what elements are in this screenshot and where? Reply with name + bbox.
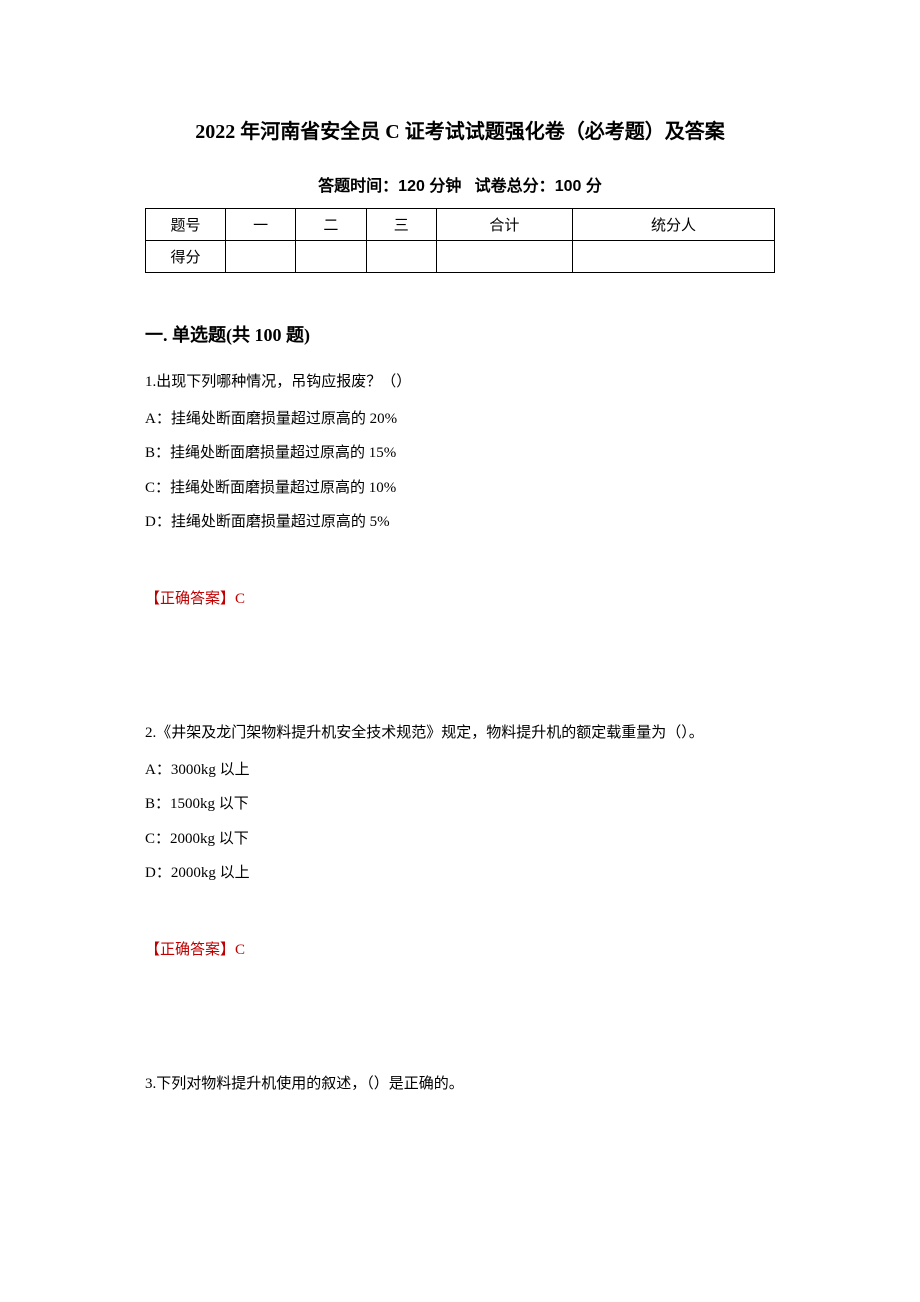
exam-subtitle: 答题时间：120 分钟 试卷总分：100 分 bbox=[145, 172, 775, 196]
table-header-cell: 三 bbox=[366, 209, 436, 241]
table-header-cell: 合计 bbox=[436, 209, 572, 241]
score-label: 试卷总分： bbox=[475, 178, 555, 195]
time-label: 答题时间： bbox=[318, 178, 398, 195]
table-empty-cell bbox=[226, 241, 296, 273]
table-header-cell: 题号 bbox=[146, 209, 226, 241]
table-header-cell: 一 bbox=[226, 209, 296, 241]
answer-line: 【正确答案】C bbox=[145, 582, 775, 617]
score-value: 100 分 bbox=[555, 178, 602, 195]
question-text: 2.《井架及龙门架物料提升机安全技术规范》规定，物料提升机的额定载重量为（）。 bbox=[145, 716, 775, 751]
table-header-row: 题号 一 二 三 合计 统分人 bbox=[146, 209, 775, 241]
answer-value: C bbox=[235, 942, 245, 958]
option-a: A：3000kg 以上 bbox=[145, 753, 775, 788]
answer-value: C bbox=[235, 591, 245, 607]
option-b: B：挂绳处断面磨损量超过原高的 15% bbox=[145, 436, 775, 471]
question-block: 1.出现下列哪种情况，吊钩应报废？（） A：挂绳处断面磨损量超过原高的 20% … bbox=[145, 365, 775, 616]
question-text: 1.出现下列哪种情况，吊钩应报废？（） bbox=[145, 365, 775, 400]
question-block: 3.下列对物料提升机使用的叙述，（）是正确的。 bbox=[145, 1067, 775, 1102]
option-a: A：挂绳处断面磨损量超过原高的 20% bbox=[145, 402, 775, 437]
option-b: B：1500kg 以下 bbox=[145, 787, 775, 822]
table-header-cell: 二 bbox=[296, 209, 366, 241]
table-empty-cell bbox=[436, 241, 572, 273]
option-c: C：挂绳处断面磨损量超过原高的 10% bbox=[145, 471, 775, 506]
option-d: D：挂绳处断面磨损量超过原高的 5% bbox=[145, 505, 775, 540]
option-d: D：2000kg 以上 bbox=[145, 856, 775, 891]
answer-line: 【正确答案】C bbox=[145, 933, 775, 968]
table-empty-cell bbox=[572, 241, 774, 273]
table-header-cell: 统分人 bbox=[572, 209, 774, 241]
table-score-row: 得分 bbox=[146, 241, 775, 273]
exam-title: 2022 年河南省安全员 C 证考试试题强化卷（必考题）及答案 bbox=[145, 115, 775, 144]
score-table: 题号 一 二 三 合计 统分人 得分 bbox=[145, 208, 775, 273]
answer-label: 【正确答案】 bbox=[145, 942, 235, 958]
answer-label: 【正确答案】 bbox=[145, 591, 235, 607]
table-empty-cell bbox=[296, 241, 366, 273]
question-text: 3.下列对物料提升机使用的叙述，（）是正确的。 bbox=[145, 1067, 775, 1102]
time-value: 120 分钟 bbox=[398, 178, 461, 195]
question-block: 2.《井架及龙门架物料提升机安全技术规范》规定，物料提升机的额定载重量为（）。 … bbox=[145, 716, 775, 967]
section-heading: 一. 单选题(共 100 题) bbox=[145, 321, 775, 347]
option-c: C：2000kg 以下 bbox=[145, 822, 775, 857]
table-score-label: 得分 bbox=[146, 241, 226, 273]
table-empty-cell bbox=[366, 241, 436, 273]
